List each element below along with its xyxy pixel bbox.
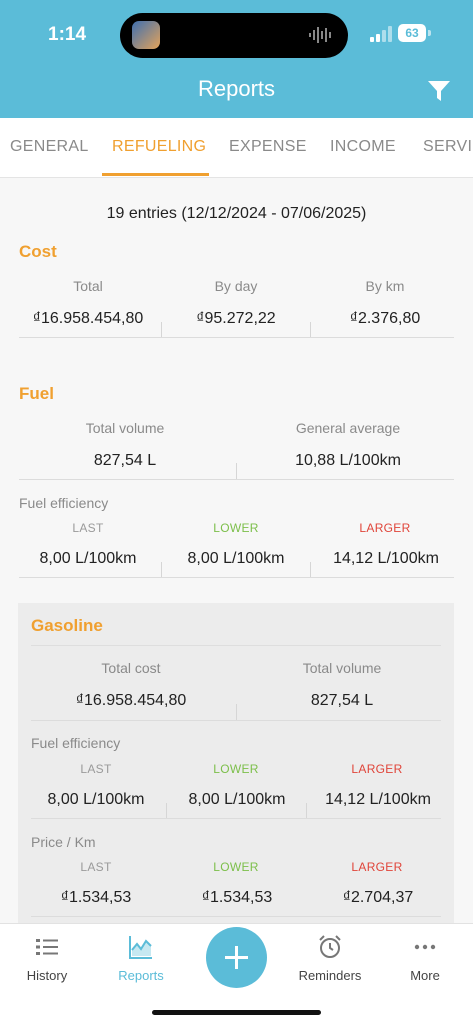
status-bar: 1:14 63 [0, 0, 473, 70]
gasoline-section-title: Gasoline [31, 616, 103, 635]
active-tab-indicator [102, 173, 209, 176]
price-larger-label: LARGER [351, 860, 403, 874]
divider [236, 463, 237, 479]
plus-icon [225, 946, 248, 969]
gasoline-total-cost-label: Total cost [101, 660, 161, 676]
cost-total-label: Total [73, 278, 103, 294]
cost-by-day-label: By day [214, 278, 258, 294]
gasoline-total-volume-value: 827,54 L [310, 692, 374, 709]
gasoline-total-volume-label: Total volume [302, 660, 382, 676]
gasoline-total-cost-value: ₫16.958.454,80 [75, 692, 187, 709]
cost-by-km-value: ₫2.376,80 [349, 310, 421, 327]
nav-reminders[interactable]: Reminders [285, 934, 375, 983]
fuel-general-average-value: 10,88 L/100km [295, 452, 401, 469]
app-header: 1:14 63 Reports [0, 0, 473, 118]
fuel-total-volume-label: Total volume [85, 420, 165, 436]
alarm-clock-icon [319, 935, 341, 958]
divider [19, 577, 454, 578]
nav-history[interactable]: History [2, 934, 92, 983]
gasoline-eff-lower-value: 8,00 L/100km [188, 791, 286, 808]
more-dots-icon [414, 944, 436, 950]
divider [161, 562, 162, 577]
fuel-last-value: 8,00 L/100km [39, 550, 137, 567]
divider [306, 803, 307, 818]
divider [19, 479, 454, 480]
nav-reminders-label: Reminders [298, 968, 362, 983]
price-per-km-title: Price / Km [31, 834, 96, 850]
cost-by-km-label: By km [365, 278, 405, 294]
price-last-value: ₫1.534,53 [60, 889, 132, 906]
tab-income[interactable]: INCOME [330, 138, 396, 155]
page-title: Reports [197, 76, 276, 101]
divider [236, 704, 237, 720]
gasoline-card [18, 603, 454, 923]
fuel-lower-label: LOWER [213, 521, 259, 535]
tab-general[interactable]: GENERAL [10, 138, 89, 155]
divider [31, 720, 441, 721]
chart-icon [129, 936, 152, 959]
gasoline-eff-last-value: 8,00 L/100km [47, 791, 145, 808]
cost-total-value: ₫16.958.454,80 [32, 310, 144, 327]
nav-more-label: More [410, 968, 440, 983]
price-lower-value: ₫1.534,53 [201, 889, 273, 906]
audio-wave-icon [309, 27, 331, 43]
nav-reports[interactable]: Reports [96, 934, 186, 983]
divider [31, 645, 441, 646]
fuel-larger-label: LARGER [359, 521, 411, 535]
cost-section-title: Cost [19, 242, 57, 261]
divider [166, 803, 167, 818]
fuel-last-label: LAST [72, 521, 104, 535]
gasoline-eff-larger-label: LARGER [351, 762, 403, 776]
nav-reports-label: Reports [118, 968, 164, 983]
fuel-efficiency-title: Fuel efficiency [19, 495, 109, 511]
divider [310, 322, 311, 337]
report-content[interactable]: 19 entries (12/12/2024 - 07/06/2025) Cos… [0, 179, 473, 923]
report-tabs: GENERAL REFUELING EXPENSE INCOME SERVIC [0, 118, 473, 178]
divider [161, 322, 162, 337]
now-playing-thumbnail [132, 21, 160, 49]
nav-history-label: History [26, 968, 68, 983]
gasoline-eff-last-label: LAST [80, 762, 112, 776]
bottom-navigation: History Reports Reminders More [0, 923, 473, 1024]
battery-tip [428, 30, 431, 36]
fuel-lower-value: 8,00 L/100km [187, 550, 285, 567]
fuel-general-average-label: General average [295, 420, 401, 436]
cellular-signal-icon [370, 26, 392, 42]
status-time: 1:14 [48, 24, 87, 45]
add-button[interactable] [206, 927, 267, 988]
price-last-label: LAST [80, 860, 112, 874]
fuel-section-title: Fuel [19, 384, 54, 403]
cost-by-day-value: ₫95.272,22 [196, 310, 276, 327]
divider [31, 818, 441, 819]
divider [19, 337, 454, 338]
price-lower-label: LOWER [213, 860, 259, 874]
filter-icon[interactable] [426, 78, 452, 104]
list-icon [36, 939, 58, 955]
tab-refueling[interactable]: REFUELING [112, 138, 207, 155]
battery-icon: 63 [398, 24, 426, 42]
gasoline-eff-lower-label: LOWER [213, 762, 259, 776]
dynamic-island[interactable] [120, 13, 348, 58]
entries-summary: 19 entries (12/12/2024 - 07/06/2025) [106, 205, 367, 222]
fuel-total-volume-value: 827,54 L [93, 452, 157, 469]
fuel-larger-value: 14,12 L/100km [333, 550, 439, 567]
divider [31, 916, 441, 917]
nav-more[interactable]: More [380, 934, 470, 983]
tab-expense[interactable]: EXPENSE [229, 138, 307, 155]
home-indicator [152, 1010, 321, 1015]
divider [310, 562, 311, 577]
gasoline-efficiency-title: Fuel efficiency [31, 735, 121, 751]
gasoline-eff-larger-value: 14,12 L/100km [325, 791, 431, 808]
price-larger-value: ₫2.704,37 [342, 889, 414, 906]
tab-service[interactable]: SERVIC [423, 138, 473, 155]
